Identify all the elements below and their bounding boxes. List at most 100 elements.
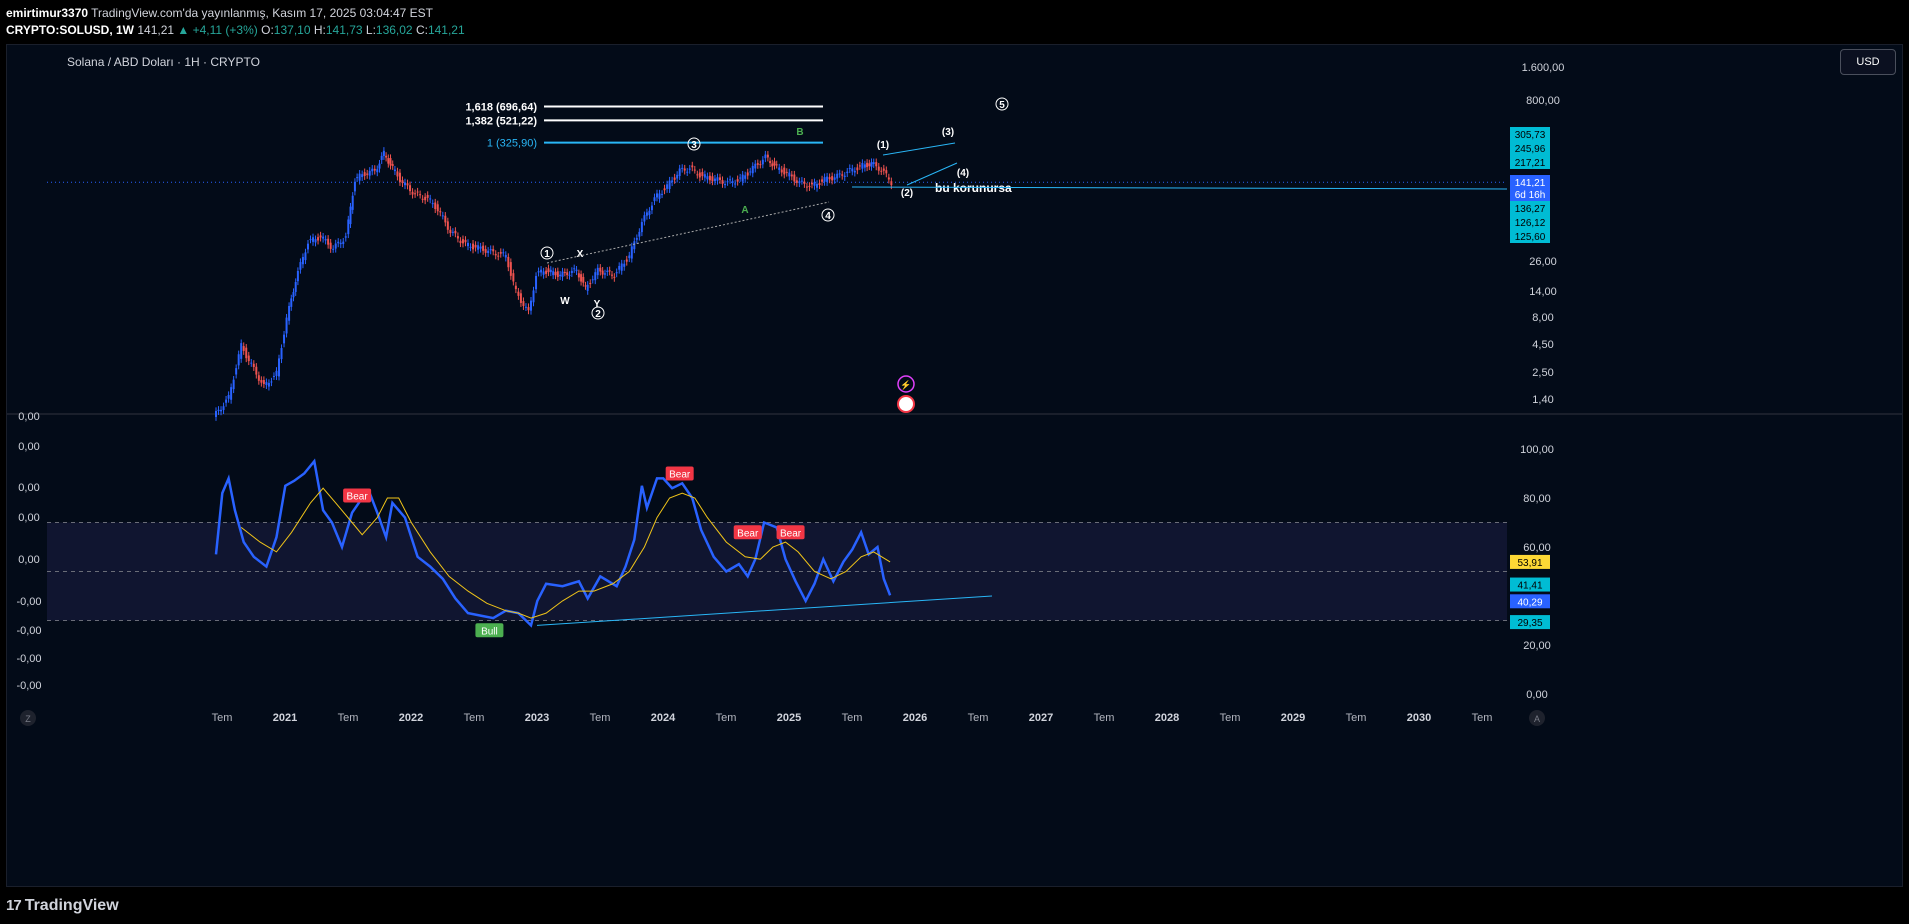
price-candle: [299, 262, 302, 270]
price-candle: [628, 255, 631, 259]
price-badge-label: 305,73: [1515, 130, 1546, 141]
price-candle: [741, 174, 744, 182]
price-candle: [215, 410, 217, 417]
lightning-event-icon[interactable]: [897, 375, 915, 393]
trendline-channel[interactable]: [906, 162, 958, 186]
price-candle: [358, 173, 361, 181]
price-candle: [686, 171, 689, 173]
price-candle: [245, 347, 248, 359]
price-candle: [342, 241, 345, 245]
price-candle: [368, 170, 371, 176]
price-candle: [389, 158, 392, 166]
price-candle: [868, 163, 871, 167]
price-candle: [250, 362, 253, 364]
price-candle: [393, 169, 396, 172]
wave-circle: [687, 137, 701, 151]
price-candle: [611, 274, 613, 276]
price-badge: [1510, 127, 1550, 141]
price-candle: [836, 173, 839, 179]
footer: 17 TradingView: [0, 890, 1909, 924]
time-axis-tick: 2023: [525, 712, 549, 724]
price-candle: [713, 178, 716, 182]
time-axis-tick: Tem: [212, 712, 233, 724]
price-candle: [459, 240, 462, 244]
price-candle: [514, 285, 517, 290]
z-button[interactable]: [20, 710, 36, 726]
price-candle: [371, 168, 374, 172]
price-candle: [870, 162, 873, 167]
time-axis-tick: 2028: [1155, 712, 1179, 724]
rsi-trendline[interactable]: [536, 595, 993, 626]
price-candle: [577, 273, 580, 278]
price-candle: [783, 167, 786, 175]
time-axis-tick: Tem: [1220, 712, 1241, 724]
price-candle: [509, 262, 512, 276]
price-axis-tick: 1.600,00: [1522, 62, 1565, 74]
price-candle: [744, 175, 747, 179]
price-candle: [563, 272, 566, 274]
price-candle: [265, 382, 268, 386]
price-candle: [887, 177, 890, 180]
price-candle: [721, 180, 724, 184]
flag-event-icon[interactable]: [897, 395, 915, 413]
a-button[interactable]: [1529, 710, 1545, 726]
price-badge-label: 217,21: [1515, 158, 1546, 169]
support-line[interactable]: [851, 186, 1508, 190]
price-candle: [472, 243, 475, 250]
price-axis-tick: 26,00: [1529, 256, 1557, 268]
price-candle: [661, 193, 664, 195]
price-candle: [260, 379, 263, 383]
price-candle: [312, 237, 315, 242]
price-candle: [547, 268, 550, 273]
price-candle: [512, 273, 515, 282]
price-candle: [292, 292, 295, 298]
price-candle: [729, 179, 732, 181]
divergence-label-text: Bear: [669, 470, 691, 481]
price-candle: [831, 176, 834, 181]
price-candle: [800, 180, 803, 182]
trendline-channel[interactable]: [882, 142, 956, 156]
a-button-label: A: [1534, 714, 1540, 724]
chart-title: Solana / ABD Doları · 1H · CRYPTO: [67, 55, 260, 69]
price-candle: [691, 165, 694, 168]
price-change: ▲ +4,11 (+3%): [177, 23, 258, 37]
time-axis-tick: Tem: [590, 712, 611, 724]
price-candle: [387, 158, 390, 164]
chart-canvas[interactable]: 1,618 (696,64)1,382 (521,22)1 (325,90)12…: [7, 45, 1903, 887]
price-candle: [650, 205, 653, 211]
price-candle: [716, 177, 719, 181]
time-axis-tick: 2029: [1281, 712, 1305, 724]
price-candle: [808, 185, 811, 188]
price-candle: [866, 162, 869, 168]
bear-label: [776, 525, 805, 540]
author-name[interactable]: emirtimur3370: [6, 6, 89, 20]
tradingview-logo[interactable]: 17 TradingView: [6, 897, 119, 915]
time-axis-tick: Tem: [464, 712, 485, 724]
wave-circle: [821, 208, 835, 222]
currency-button[interactable]: USD: [1840, 49, 1896, 75]
price-candle: [663, 188, 666, 191]
price-candle: [701, 172, 704, 177]
price-candle: [327, 238, 330, 245]
price-candle: [411, 191, 414, 195]
bear-label: [343, 488, 372, 503]
price-candle: [232, 379, 235, 390]
trendline-dotted[interactable]: [546, 201, 830, 264]
chart-area[interactable]: 1,618 (696,64) 1,382 (521,22) 1 (325,90) 1 2…: [6, 44, 1903, 887]
rsi-ma-line[interactable]: [240, 487, 891, 619]
price-candle: [353, 181, 356, 192]
price-candle: [666, 184, 669, 189]
time-axis-tick: 2022: [399, 712, 423, 724]
price-candle: [601, 270, 604, 275]
price-candle: [556, 271, 559, 278]
price-candle: [863, 164, 866, 168]
fib-level-label: 1,382 (521,22): [465, 115, 537, 127]
price-candle: [821, 179, 824, 182]
price-candle: [570, 270, 573, 274]
price-candle: [885, 170, 888, 174]
price-candle: [220, 409, 223, 412]
rsi-line[interactable]: [214, 458, 892, 628]
price-candle: [785, 171, 788, 173]
price-candle: [615, 272, 618, 274]
price-candle: [640, 222, 643, 233]
